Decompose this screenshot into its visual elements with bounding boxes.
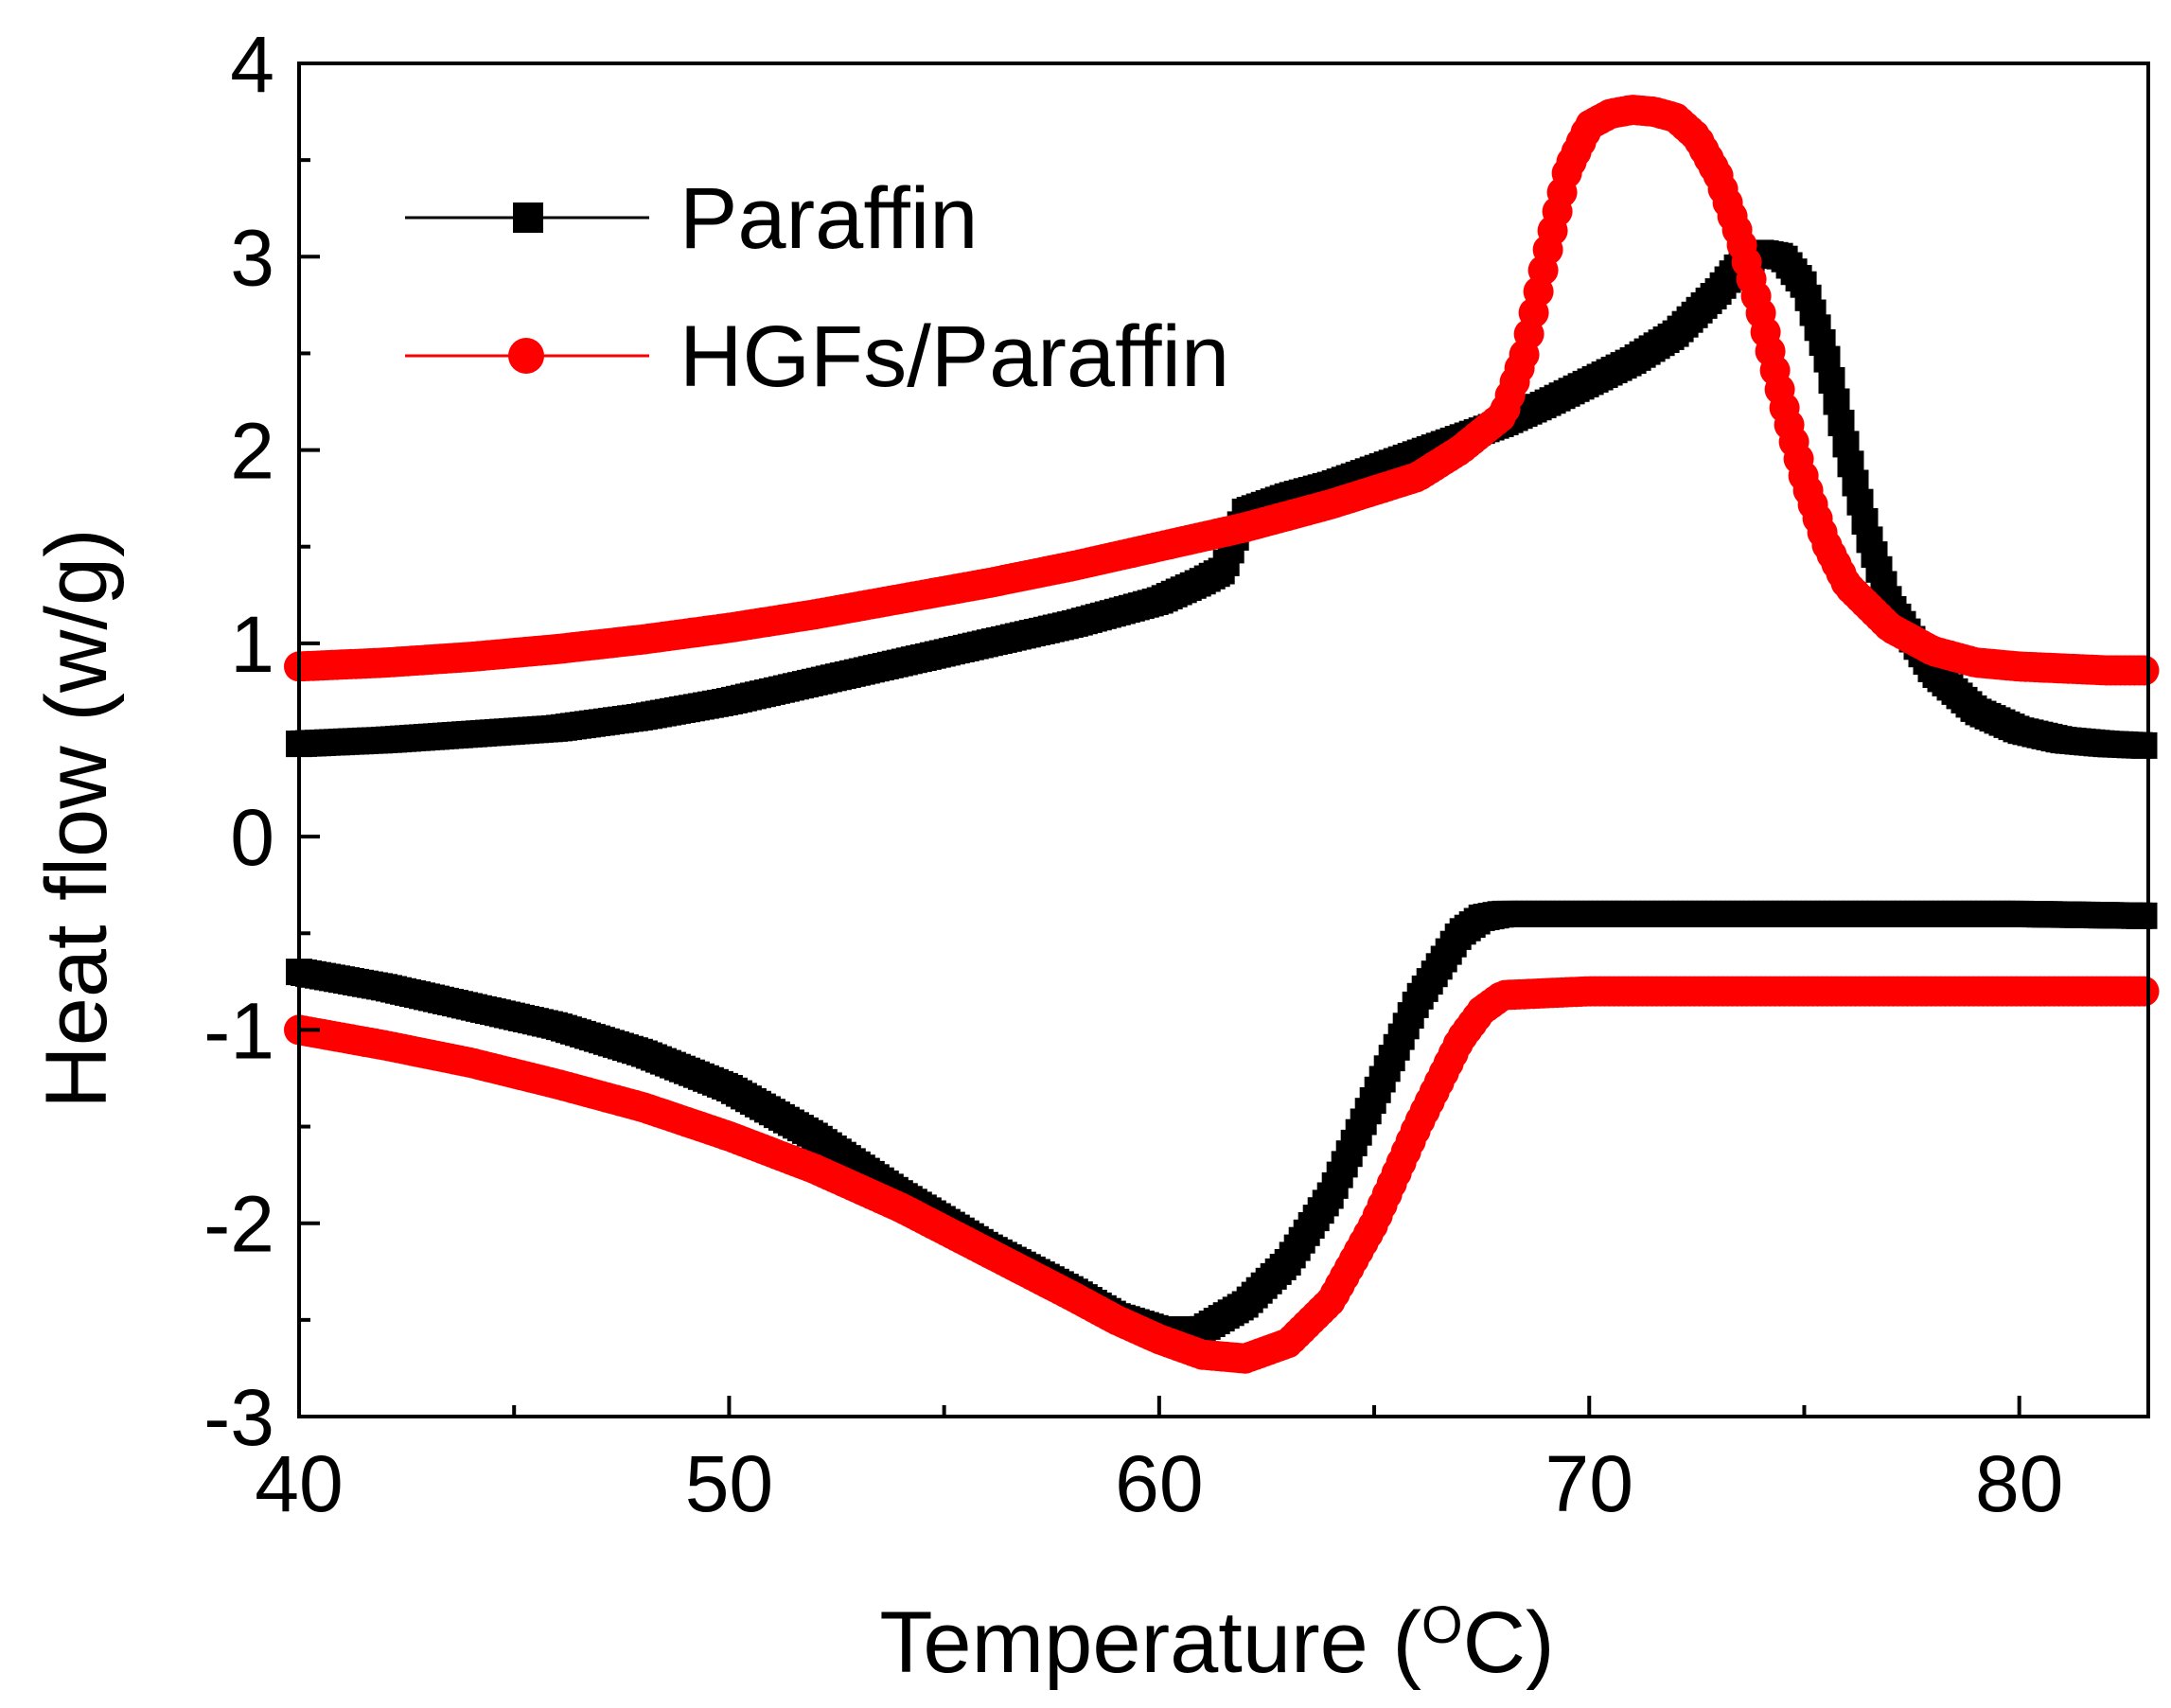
series-layer [284, 95, 2160, 1374]
y-tick-label: -1 [203, 986, 274, 1075]
data-point [2130, 731, 2158, 759]
x-axis-title-superscript: O [1421, 1594, 1463, 1654]
tick-labels-layer: 40 50 60 70 80 -3 -2 -1 0 1 2 3 4 [203, 20, 2063, 1528]
legend: Paraffin HGFs/Paraffin [405, 170, 1229, 405]
x-tick-label: 40 [255, 1439, 343, 1528]
y-tick-label: 1 [230, 600, 274, 689]
y-tick-label: -2 [203, 1180, 274, 1269]
x-axis-title-tail: C) [1463, 1594, 1555, 1691]
legend-marker-paraffin [513, 202, 543, 233]
y-tick-label: 0 [230, 793, 274, 882]
data-point [2128, 976, 2160, 1007]
series-hgfs-paraffin [284, 95, 2160, 1374]
data-point [2130, 902, 2158, 929]
x-axis-title: Temperature (OC) [879, 1594, 1554, 1692]
ticks-layer [297, 62, 2021, 1418]
legend-marker-hgfs [508, 338, 544, 374]
y-tick-label: 4 [230, 20, 274, 109]
x-tick-label: 80 [1975, 1439, 2063, 1528]
y-tick-label: 2 [230, 407, 274, 496]
data-point [2128, 655, 2160, 686]
x-tick-label: 70 [1545, 1439, 1633, 1528]
x-tick-label: 60 [1115, 1439, 1203, 1528]
y-tick-label: -3 [203, 1373, 274, 1462]
x-tick-label: 50 [685, 1439, 773, 1528]
y-tick-label: 3 [230, 213, 274, 302]
x-axis-title-main: Temperature ( [879, 1594, 1421, 1691]
legend-label-hgfs: HGFs/Paraffin [680, 308, 1229, 405]
legend-label-paraffin: Paraffin [680, 170, 978, 267]
y-axis-title: Heat flow (w/g) [28, 528, 125, 1109]
